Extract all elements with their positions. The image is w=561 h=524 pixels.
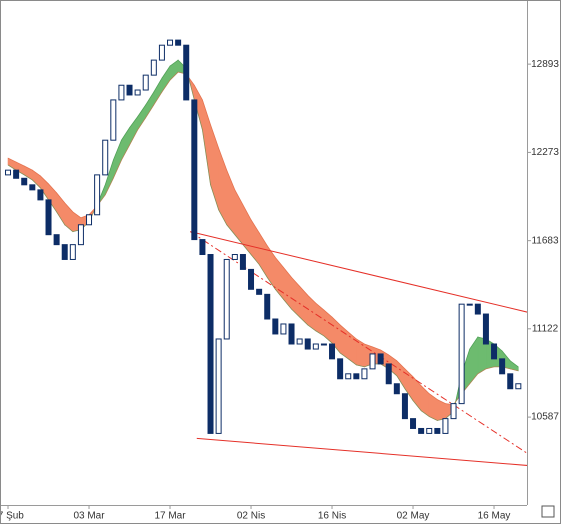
candle-body — [134, 89, 141, 96]
plot-area — [5, 39, 527, 466]
candle-body — [393, 383, 400, 395]
candle-body — [345, 373, 352, 380]
candle-body — [94, 174, 101, 216]
fast-line — [7, 59, 519, 421]
candle-body — [377, 353, 384, 365]
candle-body — [482, 313, 489, 345]
x-tick-label: 16 May — [478, 511, 511, 522]
candle-body — [329, 343, 336, 360]
candle-body — [223, 258, 230, 340]
candle-body — [29, 184, 36, 191]
scale-icon[interactable] — [541, 505, 555, 518]
candle-body — [142, 74, 149, 91]
candle-body — [418, 427, 425, 434]
candle-body — [150, 59, 157, 76]
candle-body — [264, 293, 271, 320]
candle-body — [183, 44, 190, 101]
y-tick-label: 12273 — [531, 147, 559, 158]
candle-body — [37, 189, 44, 201]
candle-body — [499, 358, 506, 375]
candle-body — [458, 303, 465, 405]
candle-body — [353, 373, 360, 380]
candle-body — [337, 358, 344, 380]
candle-body — [385, 363, 392, 385]
x-tick-label: 03 Mar — [73, 511, 105, 522]
candle-body — [5, 169, 12, 176]
candle-body — [296, 338, 303, 345]
candle-body — [110, 99, 117, 141]
candle-body — [207, 254, 214, 434]
candle-body — [53, 234, 60, 246]
candle-body — [272, 318, 279, 335]
y-tick-label: 10587 — [531, 412, 559, 423]
y-tick-label: 12893 — [531, 59, 559, 70]
candle-body — [61, 244, 68, 260]
candle-body — [434, 427, 441, 434]
y-tick-label: 11122 — [532, 323, 559, 334]
x-tick-label: 17 Şub — [0, 511, 24, 522]
candle-body — [466, 303, 473, 306]
candle-body — [215, 338, 222, 434]
x-tick-label: 02 May — [397, 511, 430, 522]
candle-body — [77, 224, 84, 246]
x-tick-label: 02 Nis — [237, 511, 265, 522]
candle-body — [426, 427, 433, 434]
candle-body — [515, 383, 522, 390]
candle-body — [450, 403, 457, 420]
trendline — [190, 231, 527, 313]
x-tick-label: 16 Nis — [318, 511, 346, 522]
candle-body — [320, 343, 327, 346]
candle-body — [45, 199, 52, 236]
candle-body — [491, 343, 498, 360]
candle-body — [102, 139, 109, 176]
candle-body — [86, 214, 93, 226]
candle-body — [361, 368, 368, 380]
x-tick-label: 17 Mar — [154, 511, 186, 522]
candle-body — [280, 323, 287, 335]
slow-line — [7, 71, 519, 406]
trendline — [189, 231, 527, 454]
candle-body — [126, 84, 133, 96]
candle-body — [369, 353, 376, 370]
candle-body — [288, 323, 295, 345]
candle-body — [191, 99, 198, 241]
candle-body — [507, 373, 514, 390]
candle-body — [410, 418, 417, 429]
candle-body — [21, 177, 28, 186]
candle-body — [69, 244, 76, 260]
trendline — [196, 437, 527, 466]
candle-body — [442, 418, 449, 434]
candle-body — [239, 254, 246, 270]
candle-body — [158, 44, 165, 61]
candle-body — [231, 254, 238, 260]
y-tick-label: 11683 — [531, 235, 559, 246]
candle-body — [474, 303, 481, 315]
candle-body — [401, 393, 408, 420]
candle-body — [175, 39, 182, 46]
candle-body — [304, 338, 311, 350]
candle-body — [167, 39, 174, 46]
candle-body — [248, 268, 255, 290]
candle-body — [256, 288, 263, 295]
candle-body — [118, 84, 125, 101]
candle-body — [199, 239, 206, 256]
candle-body — [13, 169, 20, 179]
candle-body — [312, 343, 319, 350]
